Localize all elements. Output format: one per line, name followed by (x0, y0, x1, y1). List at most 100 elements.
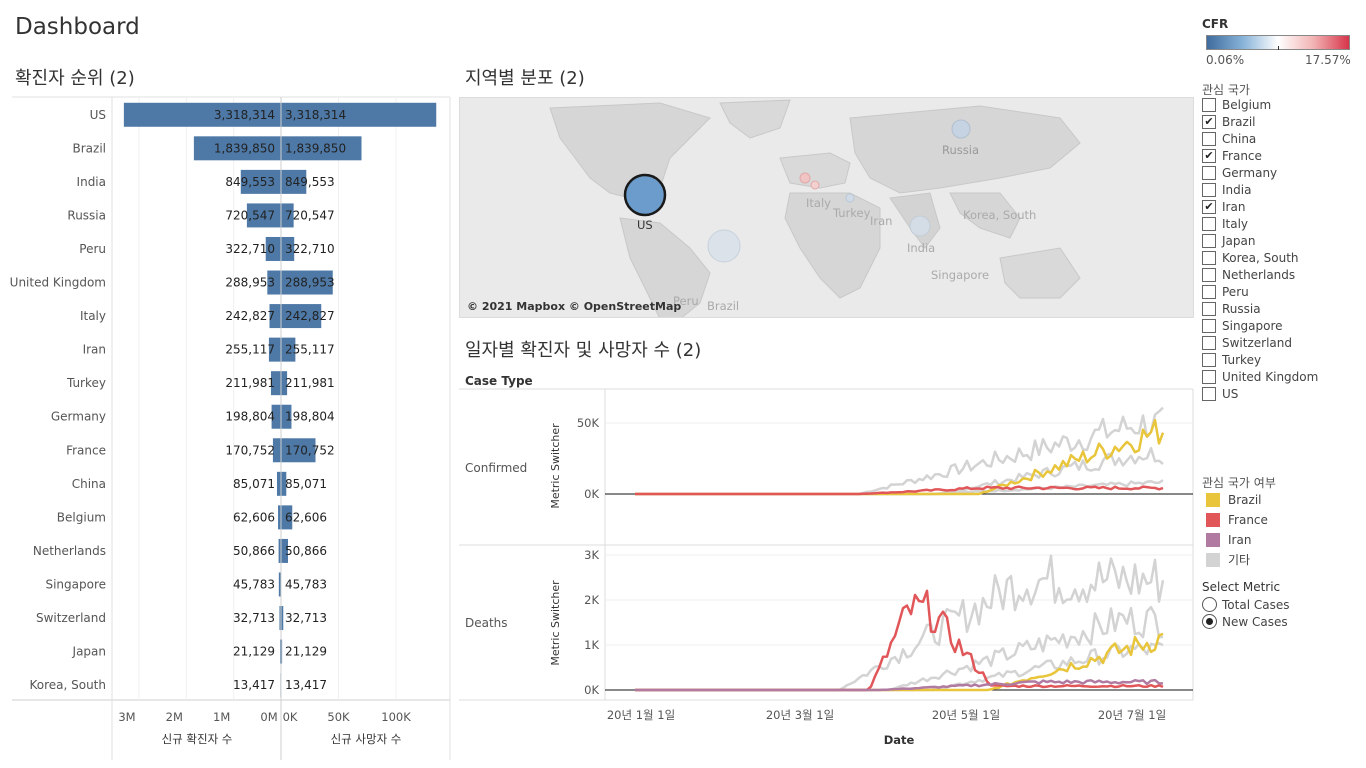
deaths-value-label: 21,129 (285, 645, 327, 659)
checkbox-icon[interactable] (1202, 250, 1216, 265)
confirmed-tick-label: 50K (577, 416, 600, 430)
confirmed-bar (268, 337, 281, 362)
country-filter-item[interactable]: Japan (1202, 232, 1255, 249)
deaths-value-label: 62,606 (285, 510, 327, 524)
confirmed-bar (269, 304, 281, 329)
metric-option[interactable]: Total Cases (1202, 596, 1289, 613)
confirmed-bar (267, 270, 281, 295)
category-label: India (77, 175, 106, 189)
country-filter-item[interactable]: China (1202, 130, 1256, 147)
country-filter-item[interactable]: Russia (1202, 300, 1261, 317)
country-filter-label: India (1222, 182, 1252, 197)
deaths-bar (281, 102, 437, 127)
country-filter-item[interactable]: ✔ Brazil (1202, 113, 1256, 130)
category-label: Iran (83, 343, 106, 357)
confirmed-line-brazil (635, 418, 1165, 496)
metric-option-label: New Cases (1222, 614, 1288, 629)
cfr-marker (1278, 46, 1279, 50)
category-label: Brazil (73, 141, 107, 155)
checkbox-icon[interactable] (1202, 216, 1216, 231)
country-filter-item[interactable]: ✔ Iran (1202, 198, 1245, 215)
metric-option[interactable]: New Cases (1202, 613, 1288, 630)
confirmed-bar (265, 236, 281, 261)
checkbox-icon[interactable] (1202, 267, 1216, 282)
country-filter-item[interactable]: India (1202, 181, 1251, 198)
confirmed-bar (246, 203, 281, 228)
map-label-russia: Russia (942, 143, 979, 157)
deaths-value-label: 255,117 (285, 343, 335, 357)
checkbox-icon[interactable] (1202, 386, 1216, 401)
country-filter-item[interactable]: Belgium (1202, 96, 1271, 113)
legend-swatch (1206, 552, 1220, 567)
country-filter-item[interactable]: Korea, South (1202, 249, 1299, 266)
deaths-bar (281, 639, 283, 664)
checkbox-icon[interactable] (1202, 318, 1216, 333)
color-legend-title: 관심 국가 여부 (1202, 476, 1276, 490)
deaths-value-label: 85,071 (285, 477, 327, 491)
color-legend-item[interactable]: 기타 (1206, 551, 1250, 568)
deaths-value-label: 242,827 (285, 309, 335, 323)
country-filter-item[interactable]: US (1202, 385, 1238, 402)
country-filter-label: Russia (1222, 301, 1261, 316)
checkbox-checked-icon[interactable]: ✔ (1202, 199, 1216, 214)
country-filter-item[interactable]: Germany (1202, 164, 1277, 181)
deaths-bar (281, 606, 284, 631)
checkbox-checked-icon[interactable]: ✔ (1202, 148, 1216, 163)
radio-icon[interactable] (1202, 597, 1217, 612)
right-tick-label: 50K (327, 710, 350, 724)
map-label-peru: Peru (673, 294, 699, 308)
legend-swatch (1206, 512, 1220, 527)
country-filter-item[interactable]: Switzerland (1202, 334, 1292, 351)
checkbox-icon[interactable] (1202, 335, 1216, 350)
confirmed-value-label: 13,417 (233, 678, 275, 692)
confirmed-value-label: 1,839,850 (214, 141, 275, 155)
checkbox-icon[interactable] (1202, 165, 1216, 180)
confirmed-value-label: 21,129 (233, 645, 275, 659)
category-label: Italy (80, 309, 106, 323)
country-filter-item[interactable]: United Kingdom (1202, 368, 1318, 385)
radio-selected-icon[interactable] (1202, 614, 1217, 629)
country-filter-item[interactable]: Turkey (1202, 351, 1261, 368)
deaths-bar (281, 136, 362, 161)
category-label: Germany (51, 410, 106, 424)
category-label: US (90, 108, 106, 122)
checkbox-icon[interactable] (1202, 301, 1216, 316)
country-filter-label: Germany (1222, 165, 1278, 180)
color-legend-item[interactable]: Brazil (1206, 491, 1262, 508)
country-filter-item[interactable]: Peru (1202, 283, 1249, 300)
map-credit: © 2021 Mapbox © OpenStreetMap (467, 300, 682, 313)
case-type-header: Case Type (465, 374, 533, 388)
country-filter-item[interactable]: Netherlands (1202, 266, 1295, 283)
map-panel-title: 지역별 분포 (2) (465, 68, 585, 89)
country-filter-item[interactable]: ✔ France (1202, 147, 1262, 164)
country-filter-item[interactable]: Singapore (1202, 317, 1283, 334)
cfr-min: 0.06% (1206, 53, 1245, 67)
dashboard-title: Dashboard (15, 14, 140, 40)
legend-label: Iran (1228, 532, 1252, 547)
confirmed-line-france (635, 485, 1164, 496)
country-filter-label: Italy (1222, 216, 1249, 231)
deaths-bar (281, 236, 295, 261)
country-filter-label: Korea, South (1222, 250, 1299, 265)
checkbox-icon[interactable] (1202, 131, 1216, 146)
checkbox-checked-icon[interactable]: ✔ (1202, 114, 1216, 129)
left-tick-label: 3M (118, 710, 135, 724)
country-filter-item[interactable]: Italy (1202, 215, 1248, 232)
confirmed-value-label: 322,710 (225, 242, 275, 256)
checkbox-icon[interactable] (1202, 97, 1216, 112)
checkbox-icon[interactable] (1202, 369, 1216, 384)
deaths-line-france (635, 589, 1164, 692)
legend-label: Brazil (1228, 492, 1262, 507)
country-filter-label: United Kingdom (1222, 369, 1319, 384)
country-filter-title: 관심 국가 (1202, 83, 1250, 97)
world-map[interactable]: Russia US Italy Turkey Korea, South Indi… (459, 97, 1194, 318)
checkbox-icon[interactable] (1202, 284, 1216, 299)
category-label: Singapore (45, 577, 106, 591)
checkbox-icon[interactable] (1202, 182, 1216, 197)
color-legend-item[interactable]: Iran (1206, 531, 1251, 548)
color-legend-item[interactable]: France (1206, 511, 1268, 528)
checkbox-icon[interactable] (1202, 352, 1216, 367)
checkbox-icon[interactable] (1202, 233, 1216, 248)
confirmed-value-label: 242,827 (225, 309, 275, 323)
country-filter-label: Belgium (1222, 97, 1272, 112)
